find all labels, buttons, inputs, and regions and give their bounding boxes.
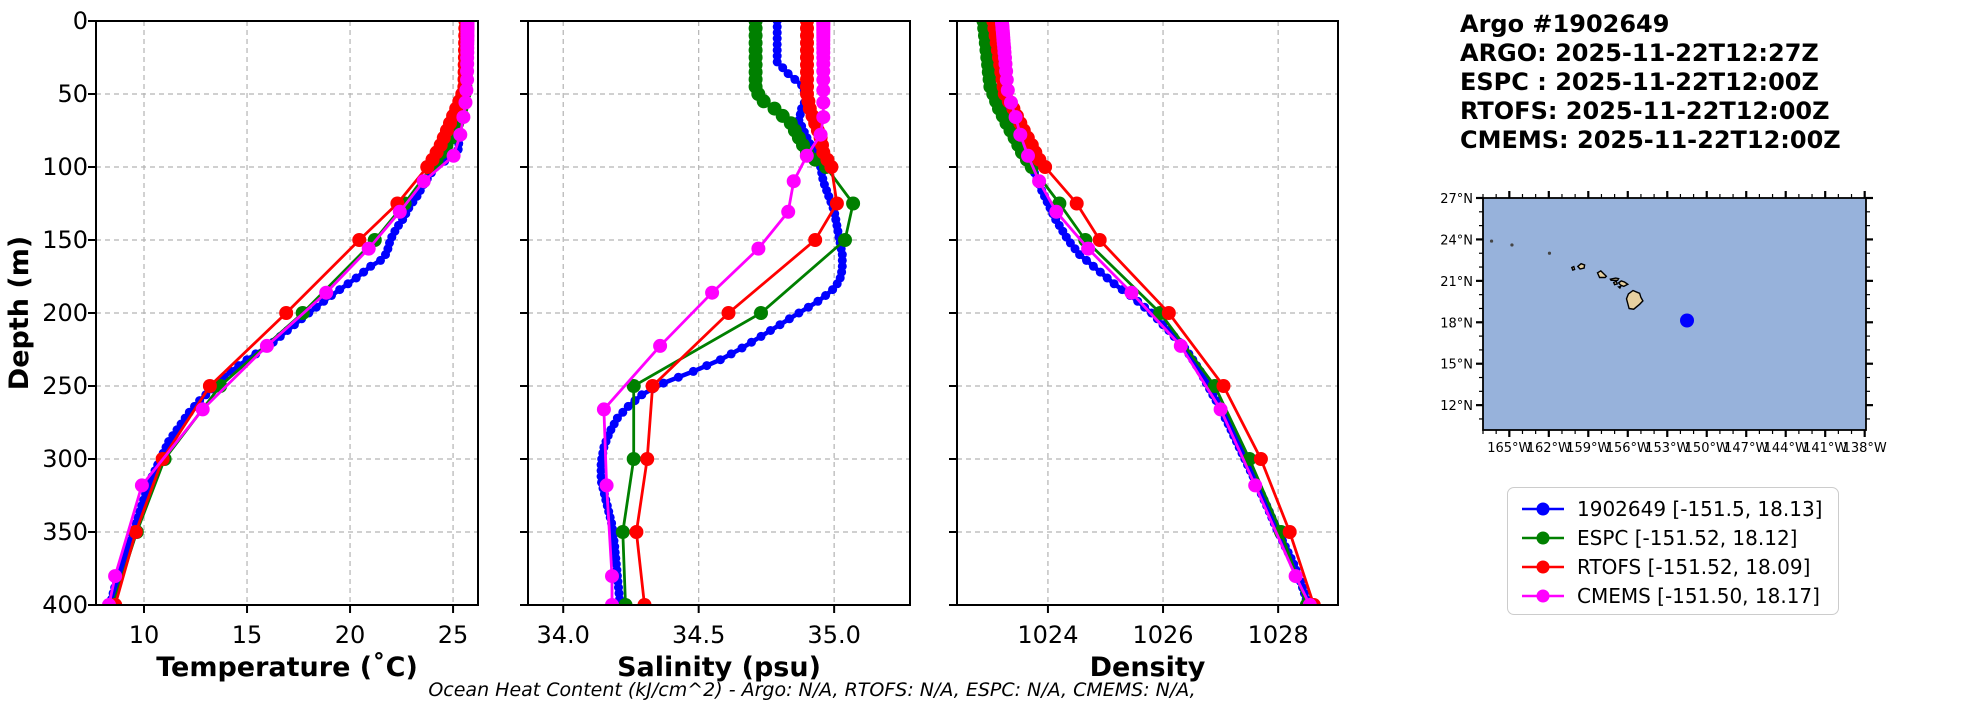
depth-tick-label: 400	[42, 591, 88, 619]
temperature-ticks	[88, 20, 455, 613]
temperature-tick-label: 10	[129, 621, 160, 649]
temperature-axis-title: Temperature (˚C)	[156, 652, 418, 683]
map-lon-label: 138°W	[1843, 441, 1887, 456]
salinity-series-rtofs	[629, 20, 844, 606]
map-lon-label: 159°W	[1566, 441, 1610, 456]
legend-label: 1902649 [-151.5, 18.13]	[1577, 496, 1823, 521]
ocean-area	[1483, 198, 1866, 430]
depth-axis-title: Depth (m)	[4, 236, 35, 390]
map-lon-label: 162°W	[1527, 441, 1571, 456]
map-border	[1482, 197, 1867, 431]
map-lat-label: 24°N	[1440, 233, 1473, 248]
map-lon-label: 156°W	[1606, 441, 1650, 456]
float-position-marker	[1680, 313, 1695, 328]
island	[1617, 280, 1630, 288]
legend-line-icon	[1522, 502, 1564, 515]
map-lon-label: 144°W	[1764, 441, 1808, 456]
map-lat-label: 21°N	[1440, 275, 1473, 290]
legend-line-icon	[1522, 589, 1564, 602]
legend-item-argo: 1902649 [-151.5, 18.13]	[1520, 494, 1838, 523]
hawaiian-islands	[1489, 239, 1644, 310]
legend-label: ESPC [-151.52, 18.12]	[1577, 525, 1798, 550]
salinity-ticks	[520, 20, 836, 613]
map-lon-label: 165°W	[1487, 441, 1531, 456]
legend-marker-dot	[1536, 531, 1550, 544]
map-legend: 1902649 [-151.5, 18.13] ESPC [-151.52, 1…	[1507, 487, 1839, 615]
legend-marker-dot	[1536, 589, 1550, 602]
density-tick-label: 1024	[1017, 621, 1078, 649]
island	[1570, 265, 1576, 272]
salinity-tick-label: 34.0	[537, 621, 590, 649]
header-line-espc: ESPC : 2025-11-22T12:00Z	[1460, 68, 1819, 96]
map-lon-label: 141°W	[1803, 441, 1847, 456]
depth-tick-label: 300	[42, 445, 88, 473]
map-lon-label: 153°W	[1645, 441, 1689, 456]
map-lon-label: 147°W	[1724, 441, 1768, 456]
legend-label: CMEMS [-151.50, 18.17]	[1577, 583, 1820, 608]
island	[1612, 280, 1619, 286]
ohc-footer: Ocean Heat Content (kJ/cm^2) - Argo: N/A…	[428, 679, 1196, 701]
legend-item-cmems: CMEMS [-151.50, 18.17]	[1520, 581, 1838, 610]
temperature-series-cmems	[102, 20, 475, 606]
legend-marker-dot	[1536, 502, 1550, 515]
island	[1625, 289, 1644, 310]
salinity-tick-label: 35.0	[807, 621, 860, 649]
salinity-panel: 34.0 34.5 35.0 Salinity (psu)	[520, 20, 911, 683]
legend-marker-dot	[1536, 560, 1550, 573]
depth-tick-label: 350	[42, 518, 88, 546]
salinity-series-espc	[615, 20, 861, 606]
profile-plots: 10 15 20 25 Temperature (˚C) 34.0 34.5 35.0 Sali…	[4, 7, 1339, 683]
location-map: 165°W162°W159°W156°W153°W150°W147°W144°W…	[1440, 191, 1887, 456]
map-lat-label: 27°N	[1440, 192, 1473, 207]
density-panel: 1024 1026 1028 Density	[949, 20, 1339, 683]
temperature-tick-label: 15	[232, 621, 263, 649]
island	[1609, 277, 1620, 282]
map-lat-label: 15°N	[1440, 358, 1473, 373]
depth-tick-label: 150	[42, 226, 88, 254]
header-line-argo: ARGO: 2025-11-22T12:27Z	[1460, 39, 1819, 67]
temperature-tick-label: 25	[438, 621, 469, 649]
islet	[1547, 251, 1552, 255]
salinity-grid	[528, 21, 910, 605]
density-series-area	[976, 20, 1321, 606]
islet	[1489, 239, 1494, 243]
header-line-rtofs: RTOFS: 2025-11-22T12:00Z	[1460, 97, 1830, 125]
island	[1576, 262, 1586, 270]
legend-line-icon	[1522, 560, 1564, 573]
salinity-series-cmems	[596, 20, 831, 606]
depth-tick-label: 100	[42, 153, 88, 181]
temperature-series-area	[102, 20, 475, 606]
map-ticks	[1476, 191, 1873, 437]
island	[1596, 270, 1608, 279]
depth-tick-label: 50	[57, 80, 88, 108]
temperature-panel: 10 15 20 25 Temperature (˚C)	[88, 20, 479, 683]
depth-tick-label: 0	[73, 7, 88, 35]
density-tick-label: 1026	[1133, 621, 1194, 649]
header-line-cmems: CMEMS: 2025-11-22T12:00Z	[1460, 126, 1841, 154]
salinity-axis-title: Salinity (psu)	[617, 652, 821, 683]
density-tick-label: 1028	[1248, 621, 1309, 649]
island	[1617, 285, 1622, 290]
legend-label: RTOFS [-151.52, 18.09]	[1577, 554, 1811, 579]
density-axis-title: Density	[1090, 652, 1206, 683]
legend-item-rtofs: RTOFS [-151.52, 18.09]	[1520, 552, 1838, 581]
islet	[1510, 243, 1514, 247]
density-ticks	[949, 20, 1280, 613]
density-series-cmems	[995, 20, 1317, 606]
depth-tick-label: 200	[42, 299, 88, 327]
salinity-tick-label: 34.5	[672, 621, 725, 649]
legend-item-espc: ESPC [-151.52, 18.12]	[1520, 523, 1838, 552]
map-lon-label: 150°W	[1685, 441, 1729, 456]
legend-line-icon	[1522, 531, 1564, 544]
temperature-tick-label: 20	[335, 621, 366, 649]
salinity-series-area	[596, 20, 861, 606]
map-lat-label: 12°N	[1440, 399, 1473, 414]
header-line-title: Argo #1902649	[1460, 10, 1670, 38]
info-header: Argo #1902649 ARGO: 2025-11-22T12:27Z ES…	[1460, 10, 1841, 155]
map-lat-label: 18°N	[1440, 316, 1473, 331]
depth-tick-label: 250	[42, 372, 88, 400]
